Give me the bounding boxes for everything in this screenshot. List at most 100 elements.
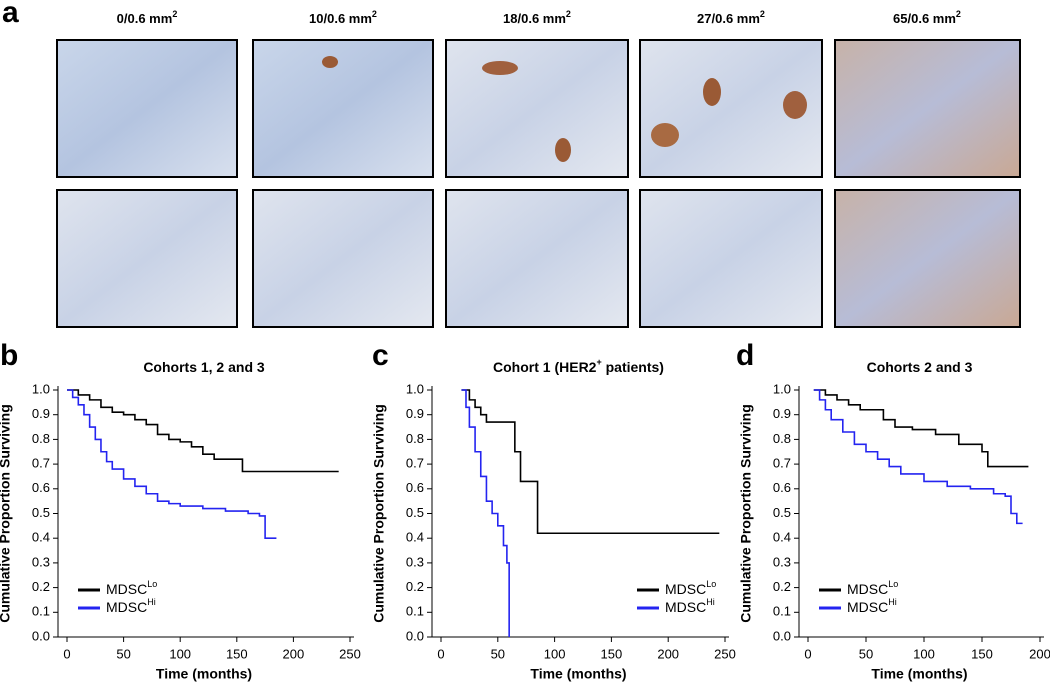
y-tick-label: 0.0 bbox=[32, 628, 50, 643]
y-tick-label: 0.1 bbox=[773, 604, 791, 619]
x-tick-label: 250 bbox=[339, 646, 361, 661]
image-title-part: 2 bbox=[172, 9, 177, 19]
y-tick-label: 0.5 bbox=[406, 505, 424, 520]
y-tick-label: 0.1 bbox=[406, 604, 424, 619]
image-title-part: 2 bbox=[566, 9, 571, 19]
x-tick-label: 100 bbox=[169, 646, 191, 661]
chart-title-part: Cohorts 2 and 3 bbox=[867, 359, 973, 375]
y-tick-label: 0.4 bbox=[406, 530, 424, 545]
x-tick-label: 50 bbox=[859, 646, 873, 661]
y-tick-label: 1.0 bbox=[32, 381, 50, 396]
x-tick-label: 200 bbox=[657, 646, 679, 661]
y-tick-label: 0.8 bbox=[406, 431, 424, 446]
legend-label: MDSCLo bbox=[106, 579, 157, 596]
x-tick-label: 100 bbox=[544, 646, 566, 661]
micrograph bbox=[445, 39, 629, 178]
y-tick-label: 0.2 bbox=[406, 579, 424, 594]
legend-label-part: Hi bbox=[147, 597, 156, 607]
x-axis-label: Time (months) bbox=[156, 666, 252, 682]
survival-curve bbox=[67, 389, 277, 539]
image-title-part: 2 bbox=[956, 9, 961, 19]
image-title-part: 27/0.6 mm bbox=[697, 11, 760, 26]
x-tick-label: 150 bbox=[226, 646, 248, 661]
y-tick-label: 0.2 bbox=[32, 579, 50, 594]
chart-title: Cohorts 2 and 3 bbox=[867, 359, 973, 375]
survival-curve bbox=[461, 389, 510, 637]
stain bbox=[482, 61, 518, 75]
image-title-part: 2 bbox=[372, 9, 377, 19]
micrograph bbox=[834, 189, 1021, 328]
y-tick-label: 0.8 bbox=[32, 431, 50, 446]
legend-label: MDSCHi bbox=[665, 597, 715, 614]
x-tick-label: 100 bbox=[913, 646, 935, 661]
image-title: 0/0.6 mm2 bbox=[117, 9, 178, 26]
panel-label: a bbox=[2, 0, 19, 29]
image-title: 65/0.6 mm2 bbox=[893, 9, 961, 26]
legend-label-part: MDSC bbox=[106, 599, 147, 615]
chart-title-part: + bbox=[596, 357, 601, 367]
x-tick-label: 0 bbox=[804, 646, 811, 661]
x-tick-label: 0 bbox=[437, 646, 444, 661]
y-tick-label: 0.7 bbox=[32, 456, 50, 471]
chart-title: Cohorts 1, 2 and 3 bbox=[143, 359, 265, 375]
image-title-part: 18/0.6 mm bbox=[503, 11, 566, 26]
y-tick-label: 0.3 bbox=[773, 554, 791, 569]
legend-label-part: MDSC bbox=[665, 581, 706, 597]
panel-label: b bbox=[0, 339, 18, 372]
y-tick-label: 0.1 bbox=[32, 604, 50, 619]
y-tick-label: 0.7 bbox=[406, 456, 424, 471]
y-tick-label: 0.9 bbox=[32, 406, 50, 421]
image-title-part: 2 bbox=[760, 9, 765, 19]
legend-label: MDSCHi bbox=[847, 597, 897, 614]
x-tick-label: 250 bbox=[714, 646, 736, 661]
micrograph bbox=[834, 39, 1021, 178]
y-tick-label: 0.3 bbox=[406, 554, 424, 569]
x-tick-label: 150 bbox=[601, 646, 623, 661]
y-tick-label: 0.3 bbox=[32, 554, 50, 569]
image-title-part: 65/0.6 mm bbox=[893, 11, 956, 26]
y-tick-label: 0.7 bbox=[773, 456, 791, 471]
y-tick-label: 0.4 bbox=[773, 530, 791, 545]
y-tick-label: 0.9 bbox=[406, 406, 424, 421]
image-grid bbox=[56, 39, 1021, 328]
chart-title-part: Cohorts 1, 2 and 3 bbox=[143, 359, 265, 375]
y-tick-label: 1.0 bbox=[406, 381, 424, 396]
y-axis-label: Cumulative Proportion Surviving bbox=[0, 404, 13, 623]
x-axis-label: Time (months) bbox=[871, 666, 967, 682]
image-title-part: 0/0.6 mm bbox=[117, 11, 173, 26]
y-tick-label: 0.6 bbox=[773, 480, 791, 495]
panel-label: c bbox=[372, 339, 389, 372]
y-tick-label: 0.2 bbox=[773, 579, 791, 594]
x-tick-label: 50 bbox=[491, 646, 505, 661]
stain bbox=[783, 91, 807, 119]
y-tick-label: 0.6 bbox=[406, 480, 424, 495]
legend-label-part: Hi bbox=[706, 597, 715, 607]
legend-label-part: Hi bbox=[888, 597, 897, 607]
x-axis-label: Time (months) bbox=[530, 666, 626, 682]
chart-title-part: patients) bbox=[602, 359, 664, 375]
image-title: 18/0.6 mm2 bbox=[503, 9, 571, 26]
legend-label-part: MDSC bbox=[847, 599, 888, 615]
stain bbox=[703, 78, 721, 106]
y-tick-label: 0.5 bbox=[32, 505, 50, 520]
y-tick-label: 0.0 bbox=[406, 628, 424, 643]
legend-label-part: MDSC bbox=[106, 581, 147, 597]
survival-curve bbox=[461, 389, 720, 535]
x-tick-label: 150 bbox=[971, 646, 993, 661]
micrograph bbox=[639, 189, 823, 328]
chart-title: Cohort 1 (HER2+ patients) bbox=[493, 357, 664, 374]
x-tick-label: 50 bbox=[116, 646, 130, 661]
micrograph bbox=[252, 39, 434, 178]
chart-title-part: Cohort 1 (HER2 bbox=[493, 359, 597, 375]
image-title-part: 10/0.6 mm bbox=[309, 11, 372, 26]
y-axis-label: Cumulative Proportion Surviving bbox=[371, 404, 387, 623]
y-axis-label: Cumulative Proportion Surviving bbox=[738, 404, 754, 623]
stain bbox=[651, 123, 679, 147]
micrograph bbox=[445, 189, 629, 328]
y-tick-label: 0.0 bbox=[773, 628, 791, 643]
legend-label-part: Lo bbox=[888, 579, 898, 589]
y-tick-label: 0.6 bbox=[32, 480, 50, 495]
micrograph bbox=[56, 189, 238, 328]
legend-label-part: Lo bbox=[706, 579, 716, 589]
